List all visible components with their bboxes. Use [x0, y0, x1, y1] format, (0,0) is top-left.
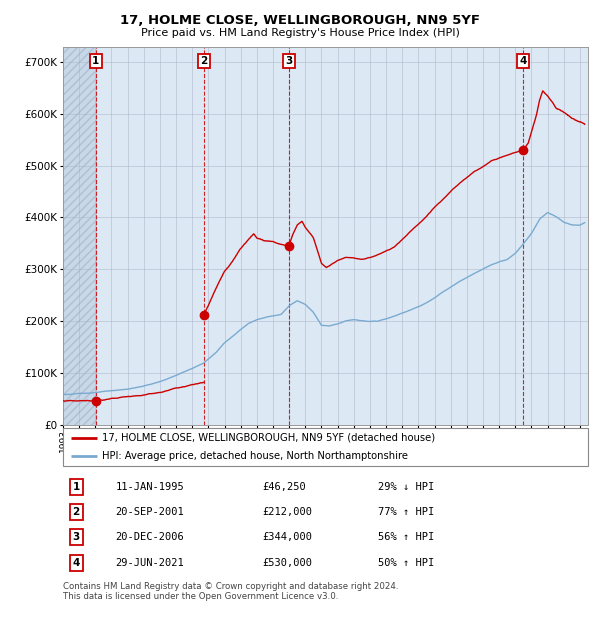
Text: 1: 1 [92, 56, 100, 66]
Text: £344,000: £344,000 [263, 531, 313, 542]
Text: 50% ↑ HPI: 50% ↑ HPI [378, 557, 434, 568]
Text: 17, HOLME CLOSE, WELLINGBOROUGH, NN9 5YF: 17, HOLME CLOSE, WELLINGBOROUGH, NN9 5YF [120, 14, 480, 27]
Text: £212,000: £212,000 [263, 507, 313, 516]
Text: HPI: Average price, detached house, North Northamptonshire: HPI: Average price, detached house, Nort… [103, 451, 409, 461]
Text: 77% ↑ HPI: 77% ↑ HPI [378, 507, 434, 516]
Bar [63, 46, 96, 425]
Text: Price paid vs. HM Land Registry's House Price Index (HPI): Price paid vs. HM Land Registry's House … [140, 28, 460, 38]
Text: 1: 1 [73, 482, 80, 492]
Text: 4: 4 [73, 557, 80, 568]
Text: £46,250: £46,250 [263, 482, 306, 492]
Text: £530,000: £530,000 [263, 557, 313, 568]
Text: 17, HOLME CLOSE, WELLINGBOROUGH, NN9 5YF (detached house): 17, HOLME CLOSE, WELLINGBOROUGH, NN9 5YF… [103, 433, 436, 443]
Bar [63, 46, 96, 425]
Text: 4: 4 [520, 56, 527, 66]
Text: 2: 2 [73, 507, 80, 516]
Text: 29% ↓ HPI: 29% ↓ HPI [378, 482, 434, 492]
Text: 20-SEP-2001: 20-SEP-2001 [115, 507, 184, 516]
Text: 3: 3 [73, 531, 80, 542]
Text: 3: 3 [285, 56, 292, 66]
Text: 56% ↑ HPI: 56% ↑ HPI [378, 531, 434, 542]
Text: 11-JAN-1995: 11-JAN-1995 [115, 482, 184, 492]
Text: 29-JUN-2021: 29-JUN-2021 [115, 557, 184, 568]
FancyBboxPatch shape [63, 428, 588, 466]
Text: Contains HM Land Registry data © Crown copyright and database right 2024.
This d: Contains HM Land Registry data © Crown c… [63, 582, 398, 601]
Text: 2: 2 [200, 56, 208, 66]
Text: 20-DEC-2006: 20-DEC-2006 [115, 531, 184, 542]
